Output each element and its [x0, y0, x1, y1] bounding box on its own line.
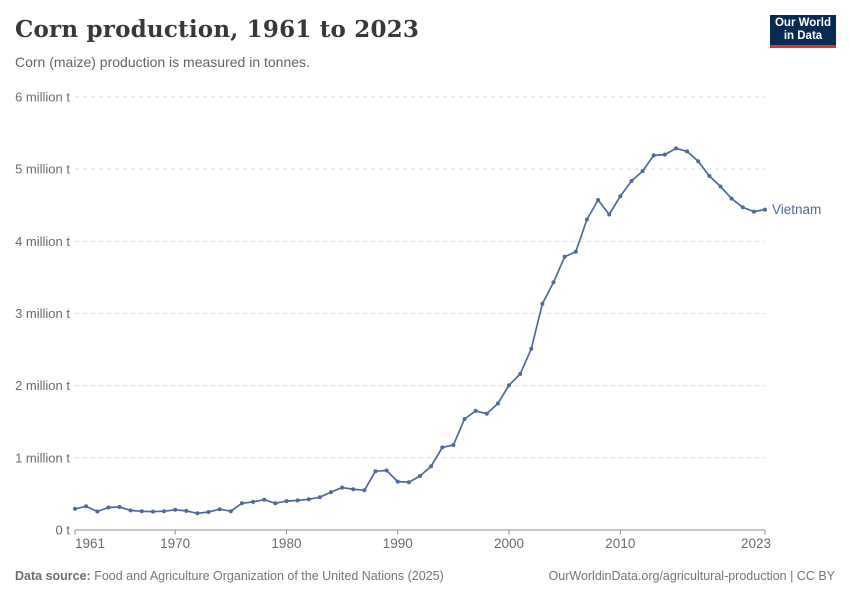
data-point[interactable]	[429, 464, 434, 469]
data-point[interactable]	[596, 198, 601, 202]
x-tick-label: 1970	[160, 536, 190, 551]
data-point[interactable]	[228, 509, 233, 514]
owid-logo-line2: in Data	[783, 30, 823, 42]
data-point[interactable]	[251, 499, 256, 504]
y-tick-label: 2 million t	[15, 378, 70, 393]
data-point[interactable]	[495, 401, 500, 406]
data-point[interactable]	[562, 254, 567, 259]
data-point[interactable]	[95, 509, 100, 514]
x-tick-label: 2010	[605, 536, 635, 551]
gridlines	[75, 96, 765, 459]
data-point[interactable]	[462, 417, 467, 422]
data-point[interactable]	[685, 149, 690, 154]
owid-logo-line1: Our World	[774, 17, 831, 29]
x-tick-label: 1961	[75, 536, 105, 551]
data-point[interactable]	[273, 501, 278, 506]
y-axis-labels: 0 t 1 million t 2 million t 3 million t 4 mi…	[15, 90, 70, 538]
x-tick-label: 2023	[741, 536, 771, 551]
data-point[interactable]	[262, 497, 267, 502]
data-point[interactable]	[395, 479, 400, 484]
data-point[interactable]	[584, 217, 589, 222]
data-point[interactable]	[173, 507, 178, 512]
data-point[interactable]	[718, 184, 723, 189]
data-point[interactable]	[306, 497, 311, 502]
x-tick-label: 2000	[494, 536, 524, 551]
data-point[interactable]	[729, 196, 734, 201]
x-axis: 1961 1970 1980 1990 2000 2010 2023	[74, 529, 771, 551]
data-point[interactable]	[128, 508, 133, 513]
data-point[interactable]	[507, 383, 511, 388]
data-point[interactable]	[239, 501, 244, 506]
data-source-label: Data source:	[15, 569, 91, 583]
data-point[interactable]	[295, 498, 300, 503]
data-point[interactable]	[206, 510, 211, 514]
x-tick-label: 1990	[383, 536, 413, 551]
data-point[interactable]	[217, 507, 222, 512]
data-point[interactable]	[651, 153, 656, 158]
data-point[interactable]	[662, 152, 667, 157]
credit-link[interactable]: OurWorldinData.org/agricultural-producti…	[548, 569, 835, 583]
data-point[interactable]	[329, 490, 333, 495]
data-point[interactable]	[384, 468, 389, 473]
data-point[interactable]	[696, 159, 701, 164]
y-tick-label: 5 million t	[15, 162, 70, 177]
y-tick-label: 0 t	[56, 523, 71, 538]
data-point[interactable]	[707, 174, 712, 178]
y-tick-label: 6 million t	[15, 90, 70, 105]
data-point[interactable]	[518, 372, 523, 376]
data-point[interactable]	[117, 505, 122, 509]
data-point[interactable]	[529, 346, 534, 351]
data-point[interactable]	[618, 194, 623, 199]
data-point[interactable]	[284, 499, 289, 504]
data-point[interactable]	[629, 179, 634, 183]
data-point[interactable]	[573, 249, 578, 254]
data-point[interactable]	[484, 411, 489, 416]
y-tick-label: 3 million t	[15, 306, 70, 321]
chart-subtitle: Corn (maize) production is measured in t…	[15, 54, 310, 70]
data-point[interactable]	[763, 207, 767, 212]
page-title: Corn production, 1961 to 2023	[15, 16, 420, 43]
data-point[interactable]	[139, 509, 144, 514]
y-tick-label: 1 million t	[15, 450, 70, 465]
data-point[interactable]	[540, 301, 545, 306]
data-point[interactable]	[751, 209, 756, 214]
data-point[interactable]	[340, 485, 345, 490]
y-tick-label: 4 million t	[15, 234, 70, 249]
data-point[interactable]	[607, 212, 612, 217]
data-point[interactable]	[150, 509, 155, 514]
data-point[interactable]	[162, 509, 166, 514]
data-point[interactable]	[473, 408, 478, 413]
data-point[interactable]	[440, 445, 445, 450]
data-point[interactable]	[362, 488, 367, 493]
data-point[interactable]	[106, 505, 111, 510]
data-point[interactable]	[73, 506, 77, 511]
data-point[interactable]	[551, 280, 556, 285]
data-source-text: Food and Agriculture Organization of the…	[94, 569, 444, 583]
data-point[interactable]	[195, 511, 200, 516]
x-tick-label: 1980	[271, 536, 301, 551]
data-point[interactable]	[674, 146, 678, 151]
data-point[interactable]	[740, 205, 745, 210]
data-point[interactable]	[451, 443, 456, 447]
data-point[interactable]	[406, 480, 411, 485]
owid-logo[interactable]: Our World in Data	[770, 15, 836, 48]
series-vietnam[interactable]: Vietnam	[73, 146, 821, 516]
data-point[interactable]	[418, 474, 422, 478]
data-point[interactable]	[184, 508, 189, 513]
series-label-vietnam[interactable]: Vietnam	[772, 202, 821, 217]
vietnam-line[interactable]	[74, 147, 766, 515]
data-point[interactable]	[640, 169, 645, 174]
data-point[interactable]	[373, 469, 378, 474]
data-source-note: Data source: Food and Agriculture Organi…	[15, 569, 444, 583]
data-point[interactable]	[351, 487, 356, 492]
data-point[interactable]	[84, 504, 89, 509]
data-point[interactable]	[317, 495, 322, 500]
